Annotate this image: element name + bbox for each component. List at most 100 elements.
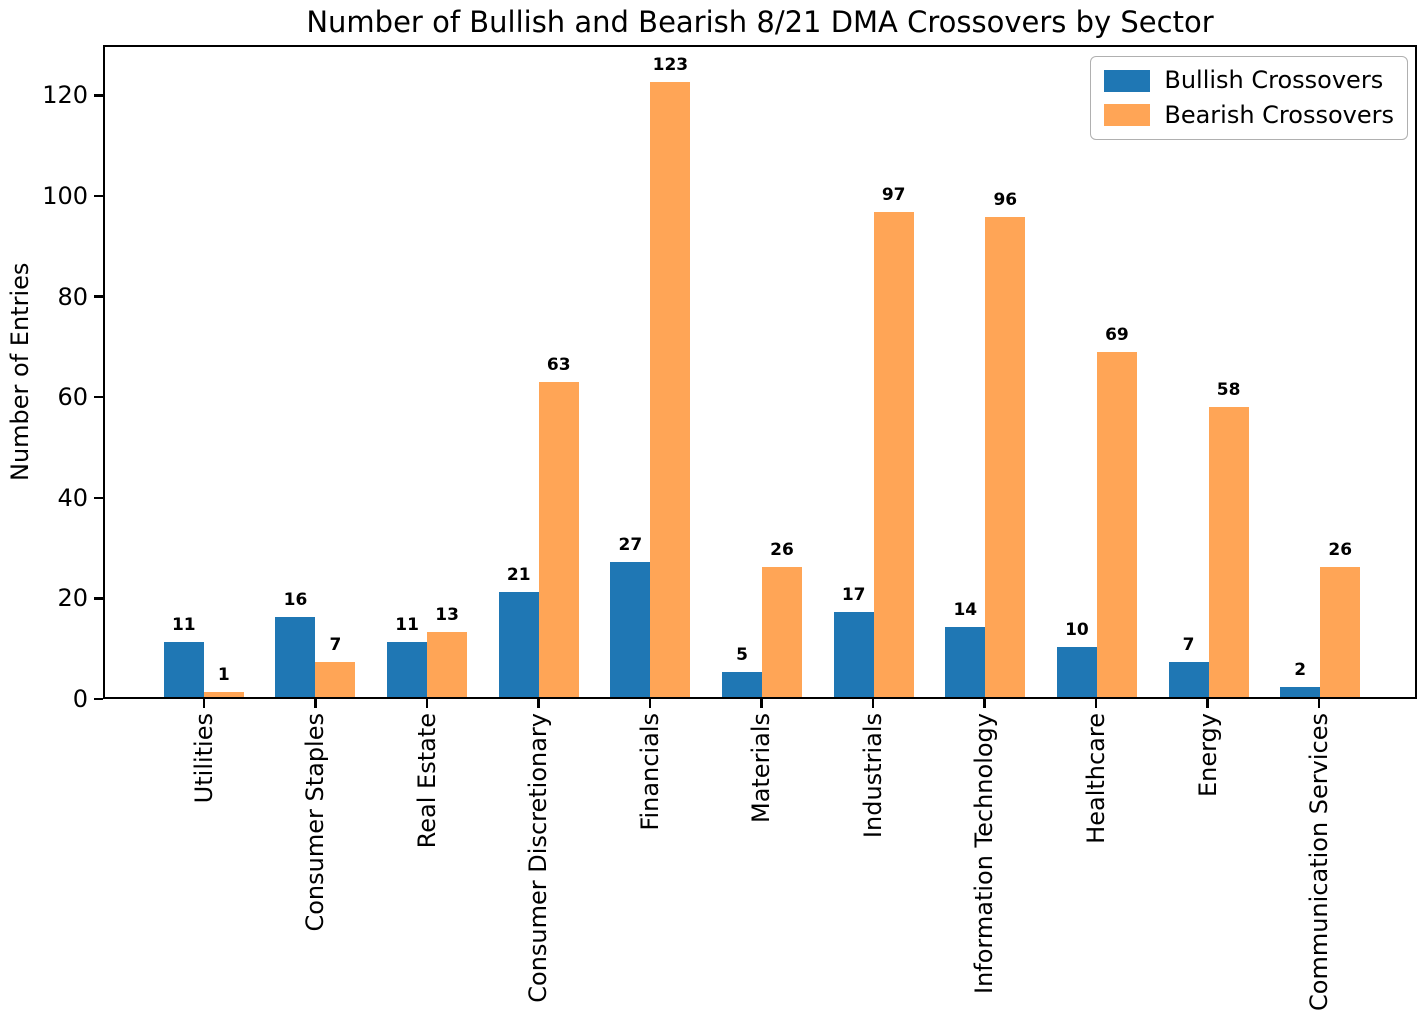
bar-value-label: 2	[1294, 660, 1307, 681]
bar-value-label: 63	[546, 355, 571, 375]
bar-group: 17 97	[818, 47, 930, 697]
bar-value-label: 17	[841, 585, 866, 605]
bar-group: 21 63	[483, 47, 595, 697]
bar-value-label: 11	[171, 615, 196, 635]
bullish-bar: 11	[163, 615, 204, 697]
bearish-bar: 7	[315, 635, 356, 697]
bars-container: 11 1 16 7 11 13 21 63 27 123 5 26 17 97 14 96 10 69 7 58 2 26	[105, 47, 1415, 697]
bar-group: 14 96	[929, 47, 1041, 697]
bullish-bar: 11	[387, 615, 428, 697]
y-tick-label: 60	[57, 383, 88, 412]
bullish-bar: 2	[1280, 660, 1321, 697]
x-tick	[706, 699, 818, 708]
y-tick-mark	[94, 697, 103, 701]
x-tick	[371, 699, 483, 708]
bearish-bar: 26	[762, 540, 803, 697]
bar-value-label: 16	[283, 590, 308, 610]
bar-value-label: 69	[1105, 325, 1129, 345]
x-tick-label: Industrials	[858, 713, 887, 839]
bar-group: 10 69	[1041, 47, 1153, 697]
x-tick	[1263, 699, 1375, 708]
x-tick-label-cell: Materials	[706, 713, 818, 1011]
bar-group: 5 26	[706, 47, 818, 697]
bar-group: 27 123	[595, 47, 707, 697]
bullish-bar: 10	[1056, 620, 1097, 697]
x-tick-label-cell: Communication Services	[1263, 713, 1375, 1011]
x-tick	[260, 699, 372, 708]
bearish-bar: 63	[538, 355, 579, 697]
bar-value-label: 1	[217, 665, 230, 686]
x-tick-mark	[1206, 699, 1209, 708]
bearish-bar: 97	[873, 185, 914, 697]
x-tick-label: Utilities	[189, 713, 218, 804]
bullish-bar: 27	[610, 535, 651, 697]
bar-group: 2 26	[1264, 47, 1376, 697]
x-tick	[1152, 699, 1264, 708]
x-tick	[929, 699, 1041, 708]
x-tick-mark	[983, 699, 986, 708]
bar-group: 7 58	[1153, 47, 1265, 697]
bar-value-label: 123	[652, 55, 689, 75]
y-tick-mark	[94, 295, 103, 298]
y-tick-mark	[94, 94, 103, 97]
bullish-bar: 21	[498, 565, 539, 697]
y-tick-mark	[94, 395, 103, 399]
bar-value-label: 27	[618, 535, 643, 556]
chart-title: Number of Bullish and Bearish 8/21 DMA C…	[306, 5, 1214, 39]
x-tick	[594, 699, 706, 708]
x-tick-mark	[314, 699, 317, 708]
x-tick-label: Communication Services	[1305, 713, 1334, 1011]
bar-value-label: 26	[1328, 540, 1353, 560]
legend-swatch	[1104, 69, 1151, 92]
x-axis-labels: Utilities Consumer Staples Real Estate Cons…	[105, 713, 1414, 1011]
bar-group: 16 7	[260, 47, 372, 697]
x-tick-label: Consumer Staples	[301, 713, 330, 932]
bar-value-label: 21	[506, 565, 531, 585]
x-tick-label-cell: Financials	[594, 713, 706, 1011]
y-tick-label: 80	[57, 282, 88, 311]
legend: Bullish Crossovers Bearish Crossovers	[1090, 56, 1408, 141]
bar-value-label: 10	[1065, 620, 1089, 640]
bearish-bar: 96	[985, 190, 1026, 697]
x-tick-label-cell: Real Estate	[371, 713, 483, 1011]
x-tick-mark	[648, 699, 652, 708]
y-tick-label: 100	[42, 181, 88, 210]
bullish-bar: 5	[722, 645, 763, 697]
y-tick-mark	[94, 194, 103, 198]
plot-area: 11 1 16 7 11 13 21 63 27 123 5 26 17 97 14 96 10 69 7 58 2 26…	[103, 45, 1417, 699]
bullish-bar: 16	[275, 590, 316, 697]
bar-group: 11 13	[371, 47, 483, 697]
x-tick	[817, 699, 929, 708]
legend-row: Bearish Crossovers	[1104, 101, 1394, 130]
x-tick-label: Energy	[1193, 713, 1222, 798]
legend-row: Bullish Crossovers	[1104, 66, 1394, 95]
bar-value-label: 96	[993, 190, 1018, 210]
x-tick-mark	[425, 699, 429, 708]
x-axis-ticks	[105, 699, 1414, 708]
bearish-bar: 123	[650, 55, 691, 697]
legend-swatch	[1104, 104, 1151, 127]
x-tick-label-cell: Information Technology	[929, 713, 1041, 1011]
bullish-bar: 14	[945, 600, 986, 697]
x-tick-mark	[1317, 699, 1321, 708]
x-tick	[1040, 699, 1152, 708]
bar-value-label: 7	[1182, 635, 1195, 655]
bar-value-label: 58	[1216, 380, 1241, 400]
x-tick-label: Financials	[635, 713, 664, 831]
bar-value-label: 13	[435, 605, 459, 625]
legend-label: Bullish Crossovers	[1164, 66, 1384, 94]
bar-value-label: 97	[881, 185, 906, 205]
x-tick-mark	[537, 699, 540, 708]
x-tick-label: Real Estate	[412, 713, 441, 849]
x-tick-label-cell: Industrials	[817, 713, 929, 1011]
x-tick-label-cell: Consumer Staples	[260, 713, 372, 1011]
bar-group: 11 1	[148, 47, 260, 697]
bar-value-label: 14	[953, 600, 978, 620]
bearish-bar: 1	[203, 665, 244, 697]
bar-value-label: 26	[770, 540, 794, 560]
bearish-bar: 13	[427, 605, 468, 697]
bullish-bar: 17	[833, 585, 874, 697]
bullish-bar: 7	[1168, 635, 1209, 697]
y-tick-label: 20	[57, 584, 88, 613]
